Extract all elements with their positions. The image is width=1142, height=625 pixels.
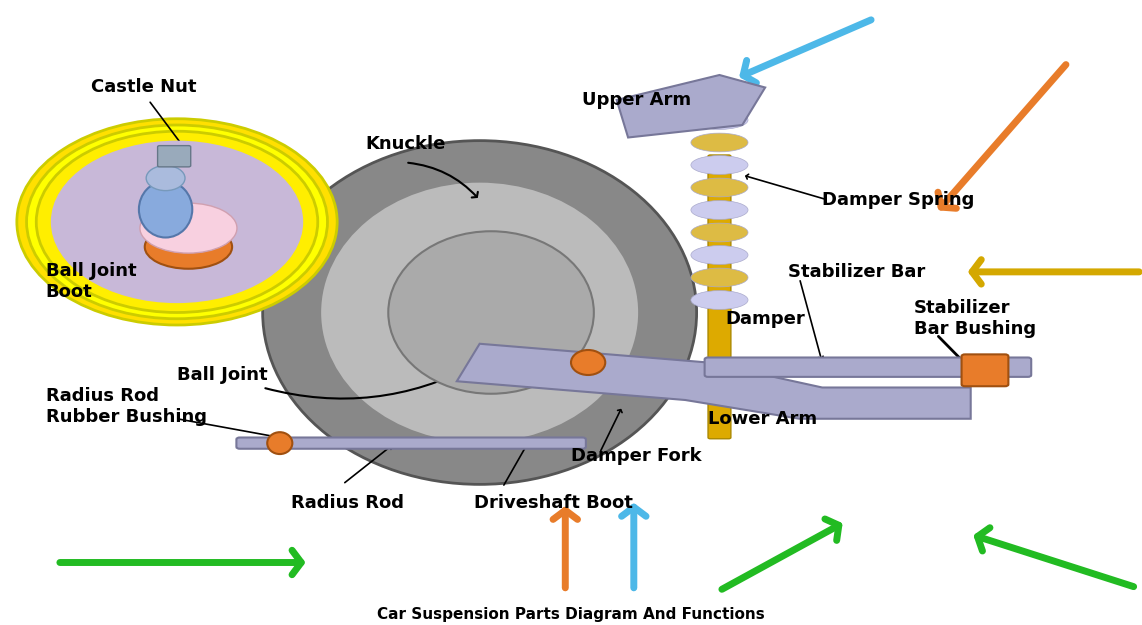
Text: Car Suspension Parts Diagram And Functions: Car Suspension Parts Diagram And Functio… <box>377 607 765 622</box>
Text: Radius Rod: Radius Rod <box>291 494 404 512</box>
Polygon shape <box>457 344 971 419</box>
Ellipse shape <box>691 178 748 197</box>
FancyBboxPatch shape <box>962 354 1008 386</box>
Ellipse shape <box>691 133 748 152</box>
Ellipse shape <box>139 181 192 238</box>
Ellipse shape <box>263 141 697 484</box>
Ellipse shape <box>691 223 748 242</box>
Text: Ball Joint
Boot: Ball Joint Boot <box>46 262 136 301</box>
Ellipse shape <box>26 125 328 319</box>
Ellipse shape <box>691 88 748 107</box>
FancyBboxPatch shape <box>158 146 191 167</box>
Ellipse shape <box>320 181 640 444</box>
Ellipse shape <box>691 246 748 264</box>
Ellipse shape <box>146 166 185 191</box>
Ellipse shape <box>691 156 748 174</box>
Text: Upper Arm: Upper Arm <box>582 91 692 109</box>
FancyBboxPatch shape <box>708 155 731 439</box>
Ellipse shape <box>571 350 605 375</box>
Text: Stabilizer Bar: Stabilizer Bar <box>788 263 925 281</box>
FancyBboxPatch shape <box>705 357 1031 377</box>
Polygon shape <box>617 75 765 138</box>
Ellipse shape <box>17 119 337 325</box>
Ellipse shape <box>388 231 594 394</box>
Text: Radius Rod
Rubber Bushing: Radius Rod Rubber Bushing <box>46 387 207 426</box>
Ellipse shape <box>140 203 238 253</box>
Ellipse shape <box>691 268 748 287</box>
Ellipse shape <box>145 225 232 269</box>
Text: Castle Nut: Castle Nut <box>91 79 196 96</box>
Text: Knuckle: Knuckle <box>365 135 445 152</box>
Text: Driveshaft Boot: Driveshaft Boot <box>474 494 633 512</box>
Ellipse shape <box>691 201 748 219</box>
Text: Stabilizer
Bar Bushing: Stabilizer Bar Bushing <box>914 299 1036 338</box>
Ellipse shape <box>691 111 748 129</box>
Text: Damper: Damper <box>725 310 805 328</box>
Text: Damper Fork: Damper Fork <box>571 448 701 465</box>
Ellipse shape <box>50 141 304 303</box>
Ellipse shape <box>267 432 292 454</box>
Text: Lower Arm: Lower Arm <box>708 410 818 428</box>
Ellipse shape <box>691 291 748 309</box>
Text: Ball Joint: Ball Joint <box>177 366 267 384</box>
Text: Damper Spring: Damper Spring <box>822 191 974 209</box>
Ellipse shape <box>37 131 317 312</box>
FancyBboxPatch shape <box>236 438 586 449</box>
